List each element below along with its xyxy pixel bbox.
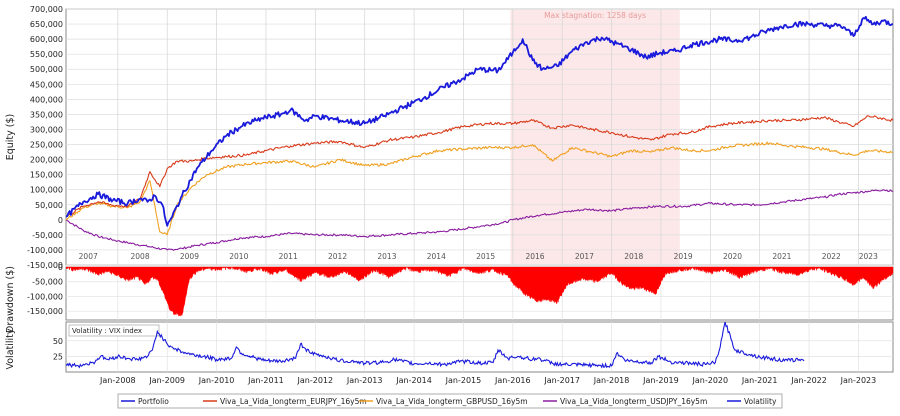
equity-y-tick-label: 450,000: [30, 80, 63, 89]
year-label: 2007: [79, 252, 98, 261]
x-tick-label: Jan-2017: [543, 376, 580, 385]
volatility-plot-area: [65, 321, 894, 373]
x-tick-label: Jan-2015: [445, 376, 482, 385]
series-line-viva-la-vida-longterm-gbpusd-16y5m: [65, 141, 894, 236]
volatility-line: [65, 321, 805, 369]
equity-y-tick-label: 100,000: [30, 186, 63, 195]
x-tick-label: Jan-2023: [840, 376, 877, 385]
year-label: 2008: [131, 252, 150, 261]
equity-y-tick-label: 250,000: [30, 141, 63, 150]
x-tick-label: Jan-2013: [346, 376, 383, 385]
x-tick-label: Jan-2009: [148, 376, 185, 385]
legend-item-label: Viva_La_Vida_longterm_USDJPY_16y5m: [560, 397, 707, 406]
equity-y-tick-label: -100,000: [27, 246, 63, 255]
equity-y-tick-label: 300,000: [30, 125, 63, 134]
series-line-viva-la-vida-longterm-usdjpy-16y5m: [65, 189, 894, 251]
legend-box: [117, 393, 783, 409]
year-label: 2014: [427, 252, 446, 261]
series-line-viva-la-vida-longterm-eurjpy-16y5m: [65, 115, 894, 218]
x-tick-label: Jan-2022: [790, 376, 827, 385]
legend-item-label: Volatility: [744, 397, 777, 406]
drawdown-y-tick-label: 0: [58, 263, 63, 272]
stagnation-label: Max stagnation: 1258 days: [544, 11, 646, 20]
year-label: 2022: [822, 252, 841, 261]
legend: Portfolio Viva_La_Vida_longterm_EURJPY_16…: [117, 393, 783, 409]
x-tick-label: Jan-2014: [395, 376, 432, 385]
year-label: 2019: [674, 252, 693, 261]
drawdown-y-tick-label: -100,000: [27, 292, 63, 301]
year-label: 2009: [180, 252, 199, 261]
x-tick-label: Jan-2019: [642, 376, 679, 385]
year-label: 2015: [476, 252, 495, 261]
year-label: 2018: [624, 252, 643, 261]
volatility-legend-box: [68, 324, 160, 337]
equity-y-tick-label: 700,000: [30, 5, 63, 14]
volatility-panel: 50 25 Jan-2008 Jan-2009 Jan-2010 Jan-2011 Jan-…: [5, 321, 894, 385]
equity-y-tick-label: -150,000: [27, 261, 63, 270]
equity-panel: Max stagnation: 1258 days 700,000 650,000 6…: [5, 5, 894, 270]
drawdown-area: [65, 266, 894, 317]
equity-y-tick-label: 400,000: [30, 95, 63, 104]
x-tick-label: Jan-2008: [99, 376, 136, 385]
year-label: 2011: [279, 252, 298, 261]
volatility-y-axis-label: Volatility: [5, 328, 16, 369]
stagnation-band: [510, 10, 680, 264]
equity-y-tick-label: 50,000: [35, 201, 63, 210]
equity-y-tick-label: 600,000: [30, 35, 63, 44]
equity-y-tick-label: 350,000: [30, 110, 63, 119]
equity-plot-area: [65, 8, 894, 266]
year-label: 2013: [377, 252, 396, 261]
x-tick-label: Jan-2020: [692, 376, 729, 385]
x-tick-label: Jan-2012: [297, 376, 334, 385]
drawdown-y-tick-label: -50,000: [32, 278, 63, 287]
year-label: 2012: [328, 252, 347, 261]
equity-y-axis-label: Equity ($): [5, 114, 16, 161]
legend-item-label: Viva_La_Vida_longterm_GBPUSD_16y5m: [376, 397, 528, 406]
x-tick-label: Jan-2018: [593, 376, 630, 385]
equity-y-tick-label: -50,000: [32, 231, 63, 240]
x-tick-label: Jan-2021: [741, 376, 778, 385]
drawdown-panel: -150,000 -100,000 -50,000 0 Drawdown ($): [5, 263, 894, 333]
legend-item-label: Portfolio: [138, 397, 169, 406]
year-label: 2016: [525, 252, 544, 261]
year-label: 2010: [229, 252, 248, 261]
equity-y-tick-label: 150,000: [30, 171, 63, 180]
equity-y-tick-label: 650,000: [30, 20, 63, 29]
equity-y-tick-label: 0: [58, 216, 63, 225]
equity-y-tick-label: 500,000: [30, 65, 63, 74]
equity-y-tick-label: 550,000: [30, 50, 63, 59]
drawdown-y-tick-label: -150,000: [27, 307, 63, 316]
volatility-legend-text: Volatility : VIX index: [72, 327, 142, 335]
year-label: 2021: [772, 252, 791, 261]
x-tick-label: Jan-2016: [494, 376, 531, 385]
volatility-y-tick-label: 25: [53, 352, 63, 361]
x-tick-label: Jan-2010: [198, 376, 235, 385]
series-line-portfolio: [65, 15, 894, 227]
drawdown-y-axis-label: Drawdown ($): [5, 266, 16, 333]
year-label: 2023: [859, 252, 878, 261]
year-label: 2020: [723, 252, 742, 261]
legend-item-label: Viva_La_Vida_longterm_EURJPY_16y5m: [220, 397, 367, 406]
equity-y-tick-label: 200,000: [30, 156, 63, 165]
year-label: 2017: [575, 252, 594, 261]
x-tick-label: Jan-2011: [247, 376, 284, 385]
volatility-y-tick-label: 50: [53, 337, 63, 346]
